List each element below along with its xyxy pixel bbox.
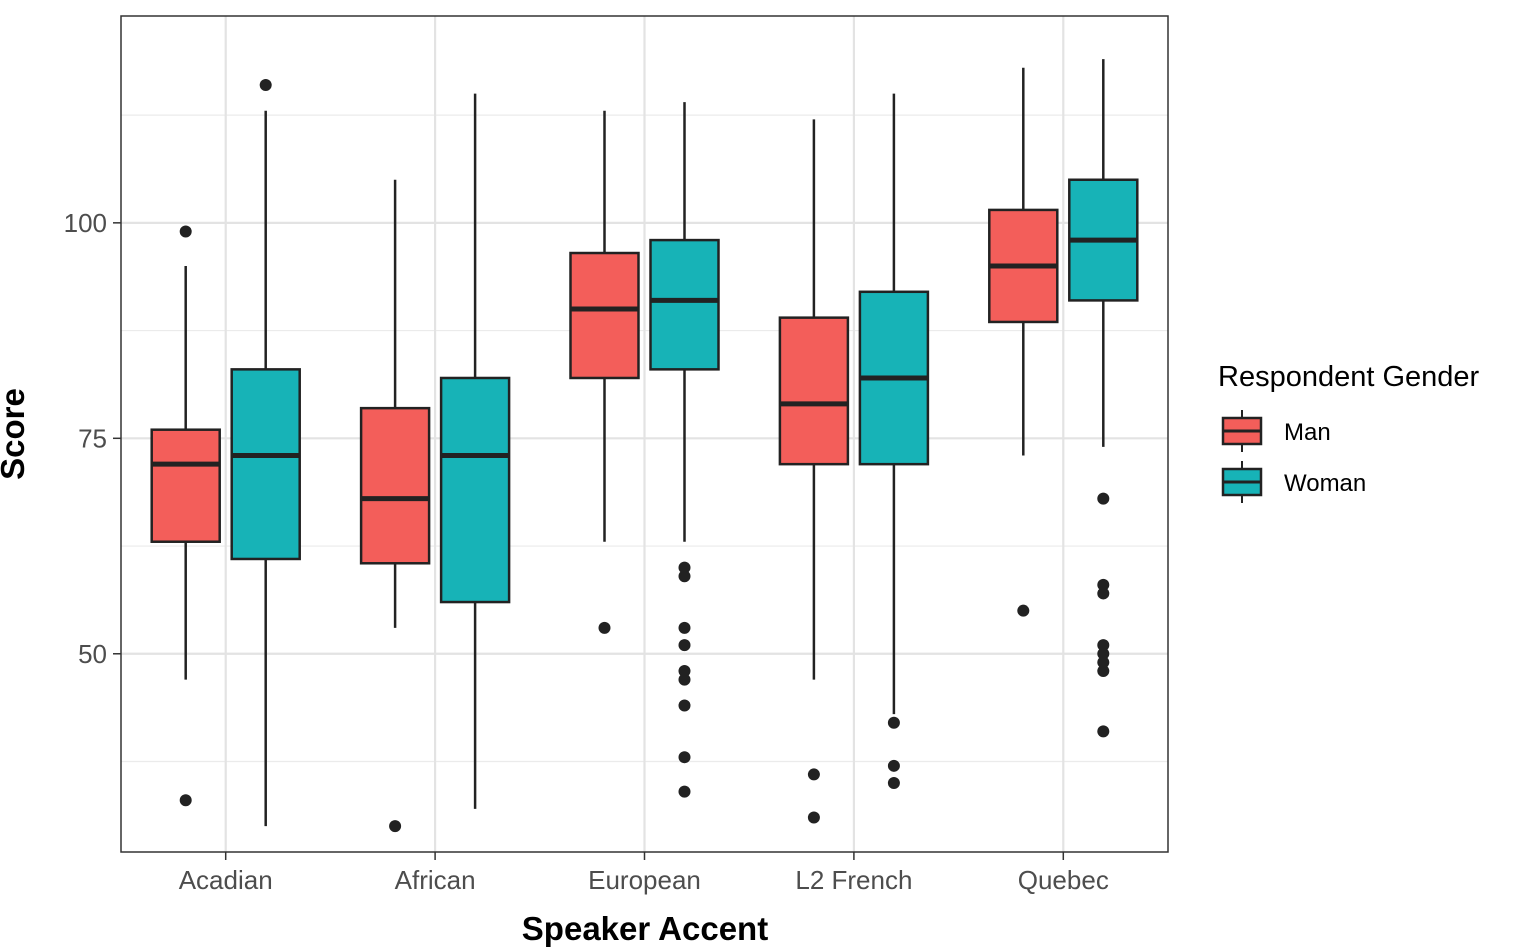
legend-keys xyxy=(1221,410,1263,503)
x-axis-title: Speaker Accent xyxy=(522,910,768,947)
outlier-point xyxy=(179,794,192,807)
x-tick-label-acadian: Acadian xyxy=(179,865,273,895)
box-iqr xyxy=(439,376,511,604)
boxplot-marks xyxy=(150,59,1139,833)
legend-title: Respondent Gender xyxy=(1218,361,1480,393)
y-tick-label: 100 xyxy=(64,208,107,238)
outlier-point xyxy=(179,225,192,238)
legend-key-woman xyxy=(1221,461,1263,503)
box-woman-african xyxy=(439,93,511,809)
box-iqr xyxy=(230,368,301,561)
outlier-point xyxy=(1097,587,1110,600)
box-iqr xyxy=(359,406,431,565)
outlier-point xyxy=(887,777,900,790)
legend-label-man: Man xyxy=(1284,419,1331,446)
outlier-point xyxy=(678,751,691,764)
box-iqr xyxy=(569,251,640,380)
box-man-quebec xyxy=(988,67,1059,617)
outlier-point xyxy=(887,716,900,729)
outlier-point xyxy=(1097,656,1110,669)
outlier-point xyxy=(807,811,820,824)
x-tick-label-l2-french: L2 French xyxy=(795,865,912,895)
outlier-point xyxy=(678,785,691,798)
outlier-point xyxy=(1097,725,1110,738)
x-tick-label-african: African xyxy=(395,865,476,895)
outlier-point xyxy=(389,820,402,833)
box-man-african xyxy=(359,179,431,833)
outlier-point xyxy=(1097,578,1110,591)
box-iqr xyxy=(649,238,720,371)
box-man-l2-french xyxy=(778,119,850,824)
legend-key-man xyxy=(1221,410,1263,452)
y-tick-label: 75 xyxy=(78,423,107,453)
outlier-point xyxy=(598,621,611,634)
outlier-point xyxy=(1097,647,1110,660)
x-tick-label-european: European xyxy=(588,865,701,895)
legend-label-woman: Woman xyxy=(1284,470,1366,497)
outlier-point xyxy=(1017,604,1030,617)
outlier-point xyxy=(678,673,691,686)
outlier-point xyxy=(1097,639,1110,652)
outlier-point xyxy=(887,759,900,772)
outlier-point xyxy=(678,570,691,583)
box-man-acadian xyxy=(150,225,221,807)
legend: Respondent Gender Man Woman xyxy=(1218,361,1480,503)
box-man-european xyxy=(569,110,640,634)
box-woman-european xyxy=(649,102,720,798)
box-woman-l2-french xyxy=(858,93,930,790)
outlier-point xyxy=(1097,665,1110,678)
box-woman-acadian xyxy=(230,78,301,827)
box-iqr xyxy=(778,316,850,466)
outlier-point xyxy=(1097,492,1110,505)
outlier-point xyxy=(678,561,691,574)
axes: 50 75 100 Acadian African European L2 French Qu… xyxy=(64,208,1109,895)
outlier-point xyxy=(678,665,691,678)
outlier-point xyxy=(678,639,691,652)
outlier-point xyxy=(678,621,691,634)
outlier-point xyxy=(807,768,820,781)
outlier-point xyxy=(678,699,691,712)
box-iqr xyxy=(150,428,221,543)
x-tick-label-quebec: Quebec xyxy=(1018,865,1109,895)
y-axis-title: Score xyxy=(0,388,31,480)
y-tick-label: 50 xyxy=(78,639,107,669)
outlier-point xyxy=(259,78,272,91)
box-woman-quebec xyxy=(1068,59,1139,738)
